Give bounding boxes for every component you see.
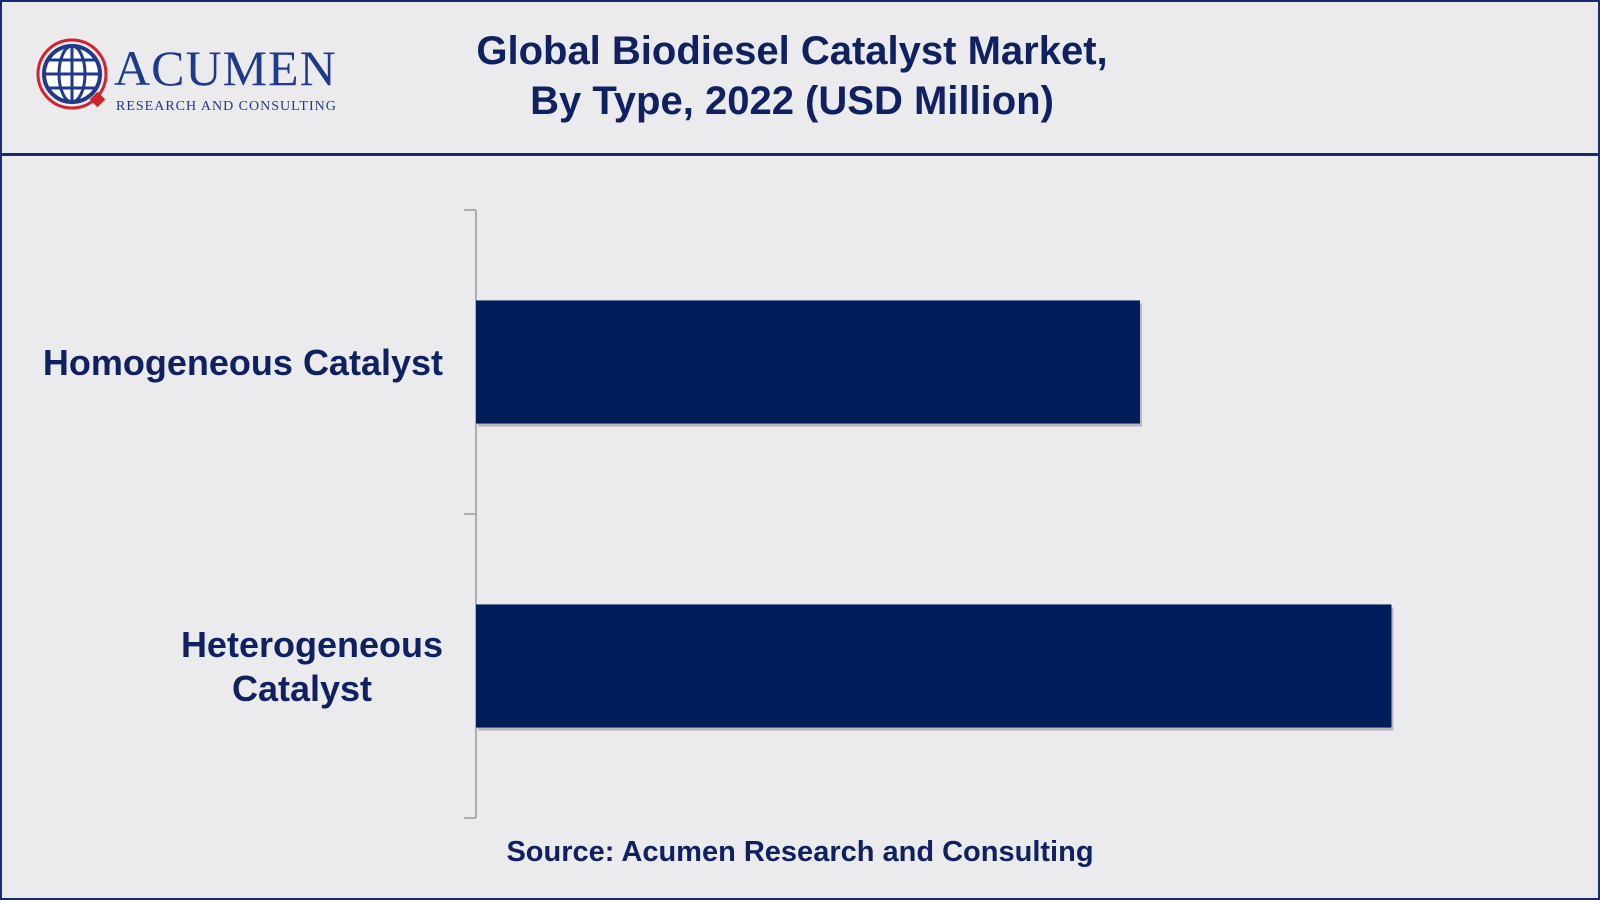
chart-title-line-1: Global Biodiesel Catalyst Market, [476, 29, 1108, 73]
bars [476, 300, 1394, 731]
chart-title: Global Biodiesel Catalyst Market, By Typ… [362, 26, 1222, 126]
globe-icon [36, 38, 108, 110]
source-note: Source: Acumen Research and Consulting [506, 836, 1094, 868]
y-axis [464, 209, 477, 819]
category-label: Catalyst [232, 668, 372, 709]
header: ACUMEN RESEARCH AND CONSULTING Global Bi… [2, 2, 1598, 156]
category-labels: Homogeneous Catalyst HeterogeneousCatalys… [43, 342, 443, 709]
logo-wordmark: ACUMEN [114, 40, 337, 96]
bar-chart: Homogeneous Catalyst HeterogeneousCatalys… [43, 209, 1394, 819]
chart-title-line-2: By Type, 2022 (USD Million) [530, 79, 1054, 123]
logo-subtitle: RESEARCH AND CONSULTING [116, 99, 337, 114]
bar-homogeneous-catalyst [476, 300, 1140, 424]
company-logo: ACUMEN RESEARCH AND CONSULTING [36, 36, 366, 118]
category-label: Heterogeneous [181, 624, 443, 665]
bar-heterogeneous-catalyst [476, 604, 1392, 728]
category-label: Homogeneous Catalyst [43, 342, 443, 383]
